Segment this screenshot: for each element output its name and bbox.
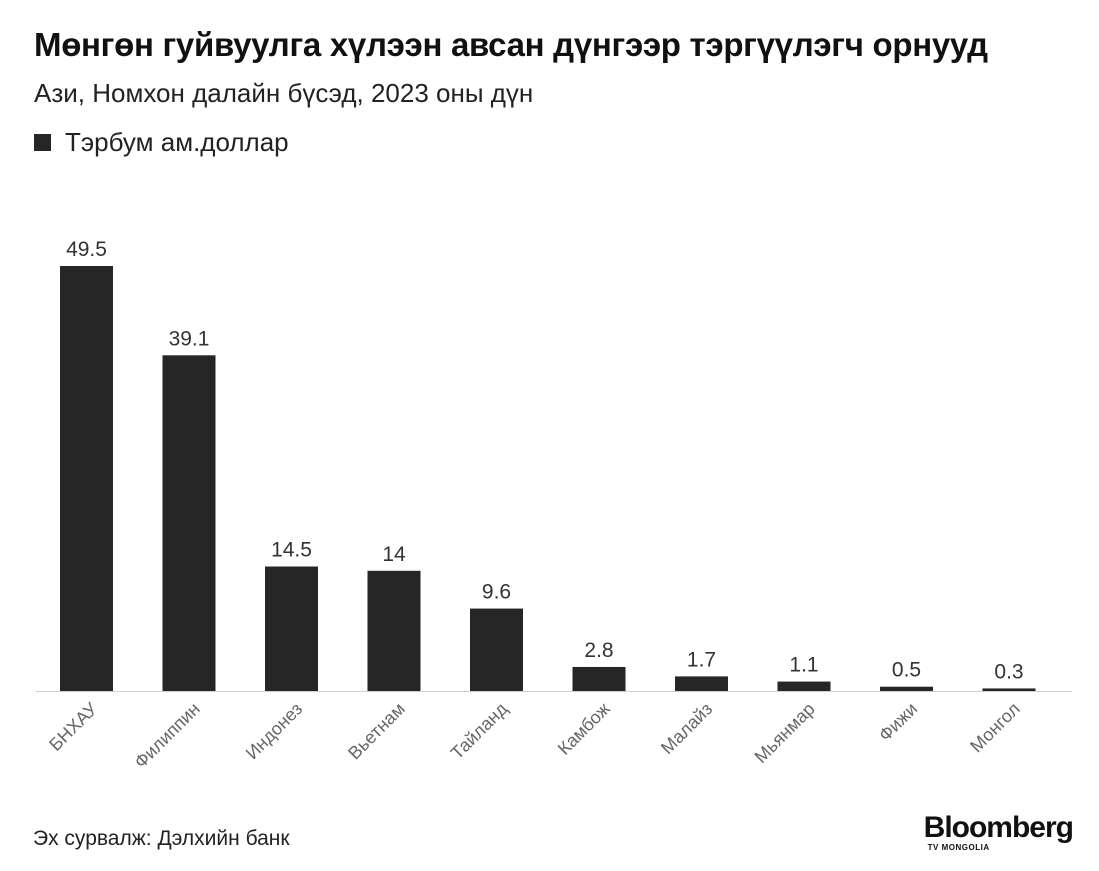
bar (777, 681, 831, 691)
bar (982, 688, 1036, 691)
data-label: 0.3 (994, 660, 1023, 683)
bar (675, 676, 728, 691)
x-tick-label: Малайз (657, 699, 716, 758)
logo-wordmark: Bloomberg (923, 811, 1074, 844)
logo-subtitle: TV MONGOLIA (927, 843, 990, 852)
data-label: 2.8 (584, 639, 613, 662)
bar (162, 355, 216, 691)
data-label: 14.5 (271, 539, 312, 562)
bar (880, 686, 933, 691)
data-label: 9.6 (482, 581, 511, 604)
bar (60, 266, 113, 691)
data-label: 39.1 (169, 327, 210, 350)
data-label: 0.5 (892, 659, 921, 682)
bar (265, 566, 318, 691)
x-tick-label: Индонез (242, 699, 306, 763)
data-label: 1.7 (687, 648, 716, 671)
source-note: Эх сурвалж: Дэлхийн банк (33, 827, 290, 850)
chart-subtitle: Ази, Номхон далайн бүсэд, 2023 оны дүн (34, 78, 534, 108)
data-label: 49.5 (66, 238, 107, 261)
chart-title: Мөнгөн гуйвуулга хүлээн авсан дүнгээр тэ… (34, 26, 988, 63)
x-tick-label: Мьянмар (751, 699, 819, 767)
data-label: 1.1 (789, 654, 818, 677)
legend-label: Тэрбум ам.доллар (65, 127, 289, 157)
x-tick-label: Филиппин (130, 699, 203, 772)
data-label: 14 (382, 543, 406, 566)
x-tick-label: Тайланд (447, 698, 512, 763)
bar (572, 666, 626, 691)
bar (470, 608, 523, 691)
x-tick-label: Монгол (966, 699, 1024, 757)
x-tick-label: Вьетнам (344, 699, 409, 764)
bar (367, 570, 421, 691)
legend: Тэрбум ам.доллар (34, 127, 289, 158)
x-tick-label: Камбож (554, 699, 614, 759)
x-tick-label: БНХАУ (45, 698, 102, 755)
legend-swatch (34, 134, 51, 151)
x-tick-label: Фижи (875, 699, 922, 746)
bloomberg-logo: Bloomberg TV MONGOLIA (923, 811, 1074, 853)
